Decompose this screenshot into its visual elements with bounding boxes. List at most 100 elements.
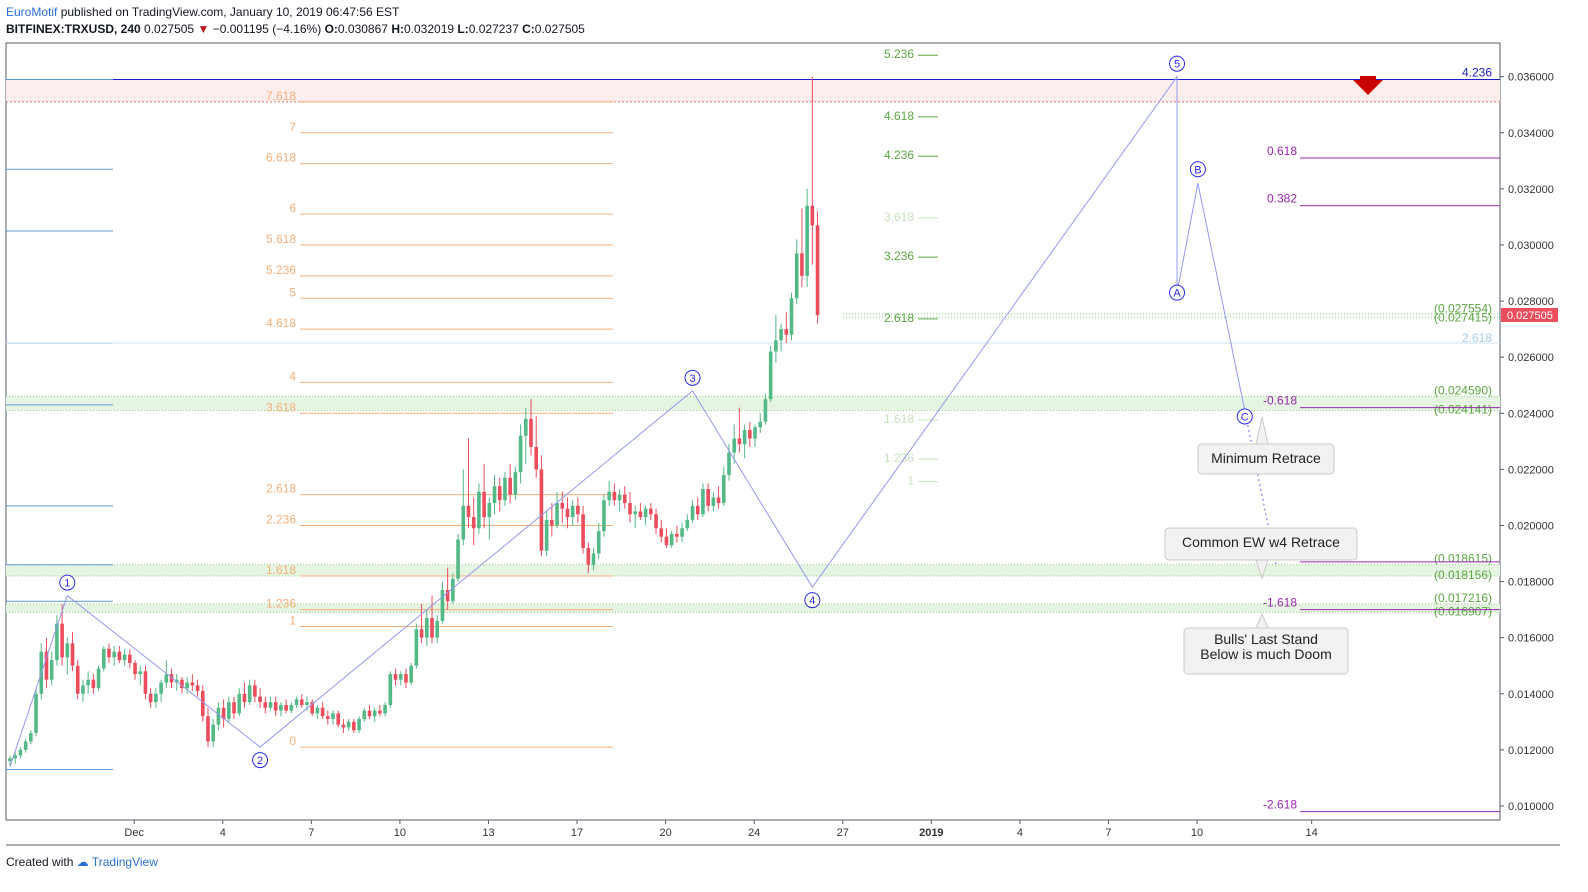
candle-body (299, 699, 304, 705)
candle-body (70, 643, 75, 666)
candle-body (8, 758, 12, 762)
wave-label: 2 (257, 755, 263, 767)
candle-body (789, 298, 794, 335)
fib-green-label: 3.618 (884, 210, 914, 224)
candle-body (784, 329, 789, 335)
candle-body (440, 589, 445, 621)
support-zone (6, 604, 1500, 613)
zone-label: (0.024590) (1434, 383, 1492, 397)
wave-label-marker (1169, 55, 1186, 72)
y-tick-label: 0.010000 (1508, 801, 1554, 813)
candle-body (649, 508, 653, 515)
fib-orange-label: 7.618 (266, 89, 296, 103)
open-label: O: (324, 22, 338, 36)
candle-body (560, 503, 565, 509)
candle-body (617, 494, 622, 501)
candle-body (75, 665, 80, 694)
candle-body (143, 671, 148, 694)
candle-body (91, 679, 96, 689)
wave-label: 1 (64, 578, 70, 590)
candle-body (336, 713, 341, 725)
candle-body (23, 741, 28, 750)
candle-body (81, 685, 85, 694)
callout-pointer (1255, 612, 1269, 629)
callout-text: Bulls' Last Stand (1214, 631, 1318, 647)
candle-body (383, 704, 387, 714)
fib-green-label: 1 (907, 474, 914, 488)
candle-body (461, 505, 466, 540)
candle-body (768, 351, 773, 400)
close-label: C: (522, 22, 535, 36)
fib-orange-label: 5.236 (266, 263, 296, 277)
candle-body (404, 674, 408, 683)
candle-body (320, 707, 325, 717)
candle-body (122, 654, 127, 661)
tradingview-brand[interactable]: TradingView (91, 855, 158, 869)
change-arrow-icon: ▼ (197, 22, 210, 36)
fib-green-label: 5.236 (884, 47, 914, 61)
candle-body (49, 660, 54, 680)
fib-orange-label: 1.236 (266, 597, 296, 611)
x-tick-label: 4 (1017, 827, 1023, 839)
candle-body (148, 693, 153, 703)
wave-label: A (1173, 288, 1181, 300)
tradingview-logo-icon[interactable]: ☁ (76, 855, 89, 869)
candle-body (138, 671, 143, 675)
candle-body (456, 539, 460, 579)
candle-body (414, 629, 419, 666)
low-value: 0.027237 (468, 22, 519, 36)
close-value: 0.027505 (534, 22, 585, 36)
candle-body (398, 674, 403, 680)
candle-body (435, 620, 440, 638)
candle-body (273, 702, 278, 711)
fib-orange-label: 6.618 (266, 151, 296, 165)
last-price-tag (1501, 307, 1558, 322)
wave-label: B (1194, 164, 1201, 176)
candle-body (742, 430, 747, 445)
fib-right-label: 0.382 (1267, 192, 1297, 206)
candle-body (576, 505, 580, 515)
candle-body (159, 682, 163, 694)
fib-orange-label: 4.618 (266, 316, 296, 330)
candle-body (326, 716, 330, 720)
candle-body (482, 491, 486, 518)
candle-body (96, 668, 101, 689)
x-tick-label: 14 (1306, 827, 1318, 839)
candle-body (748, 430, 752, 439)
callout-pointer (1255, 559, 1269, 580)
x-tick-label: 2019 (919, 827, 943, 839)
x-tick-label: 10 (1191, 827, 1203, 839)
candle-body (523, 418, 528, 436)
y-tick-label: 0.034000 (1508, 128, 1554, 140)
candle-body (539, 469, 544, 551)
candle-body (372, 710, 377, 717)
candle-body (65, 643, 70, 658)
fib-green-label: 4.236 (884, 148, 914, 162)
open-value: 0.030867 (337, 22, 388, 36)
fib-green-label: 1.236 (884, 451, 914, 465)
candle-body (367, 710, 372, 717)
candle-body (180, 679, 184, 689)
zone-label: (0.024141) (1434, 402, 1492, 416)
candle-body (294, 699, 299, 705)
author-link[interactable]: EuroMotif (6, 5, 58, 19)
candle-body (550, 519, 554, 526)
candle-body (492, 486, 497, 504)
candle-body (200, 690, 205, 717)
candle-body (685, 519, 690, 529)
wave-label: 4 (809, 595, 815, 607)
candle-body (305, 702, 309, 705)
candle-body (753, 427, 757, 439)
fib-orange-label: 1.618 (266, 563, 296, 577)
candle-body (471, 517, 476, 529)
candle-body (169, 674, 174, 683)
y-tick-label: 0.014000 (1508, 689, 1554, 701)
fib-right-label: -0.618 (1263, 394, 1297, 408)
fib-right-label: -1.618 (1263, 596, 1297, 610)
candle-body (586, 547, 591, 565)
candle-body (518, 435, 523, 473)
target-label: (0.027415) (1434, 310, 1492, 324)
candle-body (253, 685, 257, 697)
candle-body (154, 693, 158, 703)
